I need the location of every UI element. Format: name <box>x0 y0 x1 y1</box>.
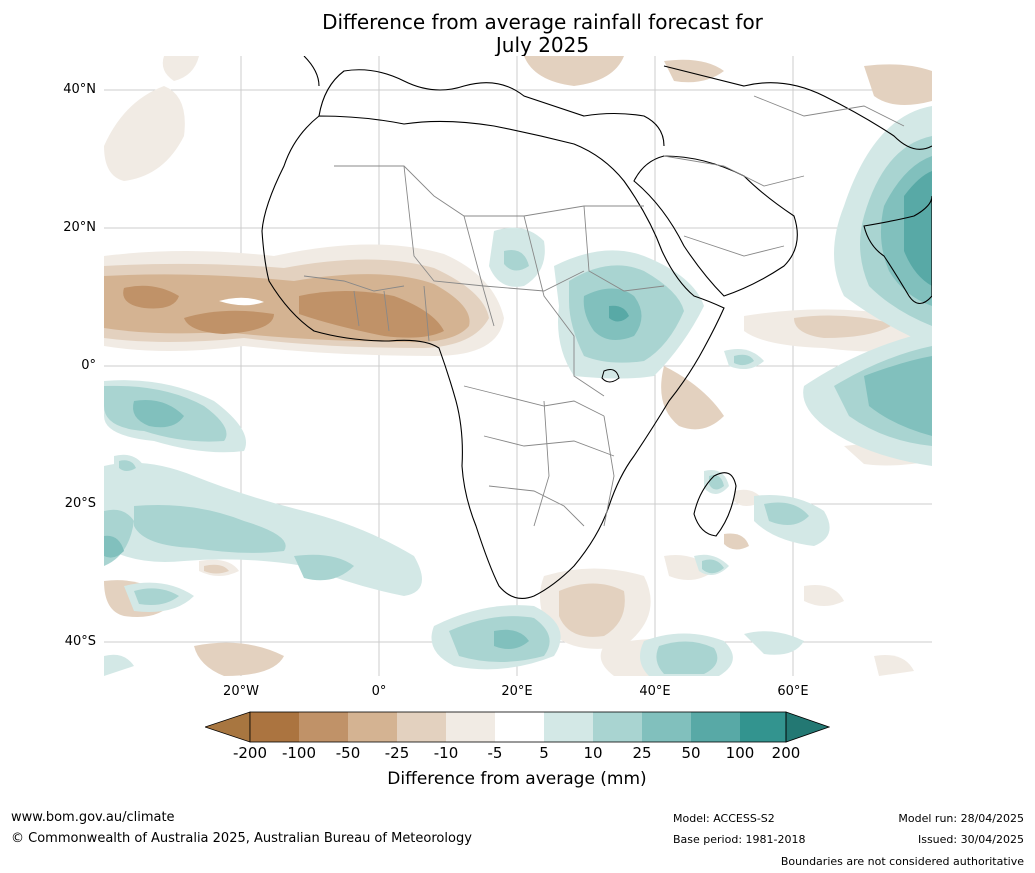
colorbar-swatch-neutral <box>495 712 544 742</box>
land-boundaries <box>261 56 932 599</box>
website-link[interactable]: www.bom.gov.au/climate <box>11 810 175 825</box>
lon-label-60e: 60°E <box>777 684 809 699</box>
colorbar-swatch-10-25 <box>593 712 642 742</box>
colorbar-label: -200 <box>232 744 268 762</box>
lon-label-20w: 20°W <box>223 684 259 699</box>
colorbar-swatch-50-25 <box>348 712 397 742</box>
rainfall-map <box>104 56 932 676</box>
colorbar-swatch-200-100 <box>250 712 299 742</box>
colorbar-swatch-25-50 <box>642 712 691 742</box>
colorbar-label: 200 <box>771 744 801 762</box>
colorbar-label: -5 <box>487 744 503 762</box>
boundary-disclaimer: Boundaries are not considered authoritat… <box>780 855 1024 868</box>
lat-label-20s: 20°S <box>64 496 96 511</box>
colorbar-label: 5 <box>539 744 549 762</box>
lat-label-20n: 20°N <box>63 220 96 235</box>
colorbar-swatch-10-5 <box>446 712 495 742</box>
colorbar-swatch-50-100 <box>691 712 740 742</box>
dry-anomaly-fields <box>104 56 932 676</box>
lat-label-40n: 40°N <box>63 82 96 97</box>
colorbar-swatch-below-200 <box>205 711 251 743</box>
map-title-line1: Difference from average rainfall forecas… <box>322 10 763 34</box>
colorbar <box>205 711 830 743</box>
colorbar-label: 100 <box>725 744 755 762</box>
issued-date: Issued: 30/04/2025 <box>917 833 1024 846</box>
colorbar-swatch-25-10 <box>397 712 446 742</box>
colorbar-title: Difference from average (mm) <box>387 769 647 789</box>
colorbar-label: 25 <box>632 744 652 762</box>
base-period: Base period: 1981-2018 <box>673 833 806 846</box>
lon-label-0: 0° <box>371 684 387 699</box>
graticule <box>104 56 932 676</box>
colorbar-label: 50 <box>681 744 701 762</box>
colorbar-swatch-100-50 <box>299 712 348 742</box>
map-title-line2: July 2025 <box>495 33 590 57</box>
colorbar-swatch-100-200 <box>740 712 786 742</box>
wet-anomaly-fields <box>104 106 932 676</box>
copyright-text: © Commonwealth of Australia 2025, Austra… <box>11 831 472 846</box>
colorbar-label: -25 <box>384 744 410 762</box>
colorbar-label: -100 <box>281 744 317 762</box>
lon-label-20e: 20°E <box>501 684 533 699</box>
model-name: Model: ACCESS-S2 <box>673 812 775 825</box>
lon-label-40e: 40°E <box>639 684 671 699</box>
colorbar-swatch-above-200 <box>785 711 830 743</box>
colorbar-label: -50 <box>335 744 361 762</box>
colorbar-label: 10 <box>583 744 603 762</box>
model-run: Model run: 28/04/2025 <box>898 812 1024 825</box>
lat-label-40s: 40°S <box>64 634 96 649</box>
lat-label-equator: 0° <box>81 358 96 373</box>
colorbar-swatch-5-10 <box>544 712 593 742</box>
colorbar-label: -10 <box>433 744 459 762</box>
